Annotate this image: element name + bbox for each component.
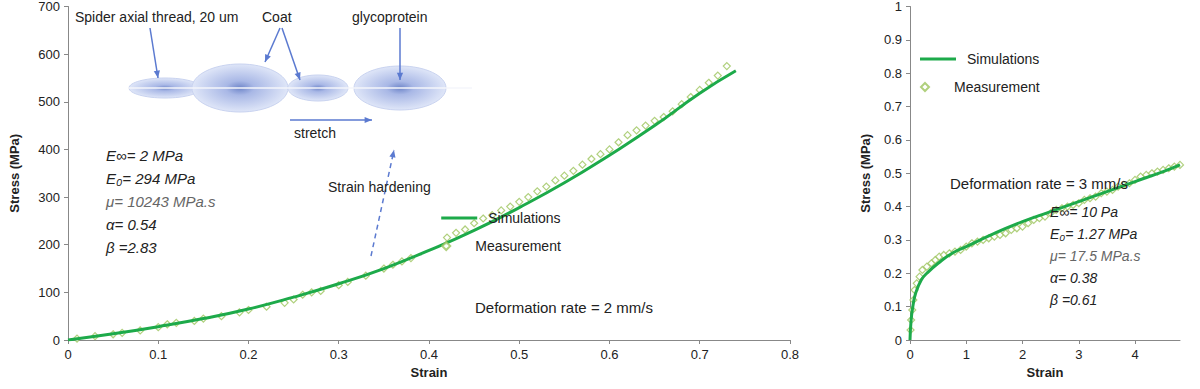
svg-text:Coat: Coat <box>262 9 292 25</box>
svg-text:Stress (MPa): Stress (MPa) <box>7 134 22 213</box>
svg-text:100: 100 <box>38 285 60 300</box>
svg-text:Simulations: Simulations <box>488 210 560 226</box>
svg-text:α= 0.38: α= 0.38 <box>1050 270 1098 286</box>
svg-text:β =2.83: β =2.83 <box>105 239 157 256</box>
svg-text:Strain: Strain <box>1027 365 1064 380</box>
svg-text:0.5: 0.5 <box>884 166 902 181</box>
svg-text:0.5: 0.5 <box>510 347 528 362</box>
svg-text:Strain: Strain <box>411 365 448 380</box>
svg-text:0: 0 <box>64 347 71 362</box>
svg-text:Measurement: Measurement <box>475 238 561 254</box>
svg-text:Measurement: Measurement <box>954 79 1040 95</box>
svg-text:4: 4 <box>1131 347 1138 362</box>
svg-text:0: 0 <box>53 333 60 348</box>
svg-text:300: 300 <box>38 190 60 205</box>
svg-text:200: 200 <box>38 237 60 252</box>
svg-text:E∞= 2 MPa: E∞= 2 MPa <box>106 147 183 164</box>
svg-text:stretch: stretch <box>294 125 336 141</box>
svg-text:0.1: 0.1 <box>884 299 902 314</box>
svg-text:3: 3 <box>1075 347 1082 362</box>
svg-text:0.8: 0.8 <box>884 66 902 81</box>
svg-text:600: 600 <box>38 47 60 62</box>
svg-text:0.1: 0.1 <box>149 347 167 362</box>
svg-text:Deformation rate = 3 mm/s: Deformation rate = 3 mm/s <box>950 175 1128 192</box>
svg-text:0.8: 0.8 <box>781 347 799 362</box>
svg-text:Spider axial thread, 20 um: Spider axial thread, 20 um <box>75 9 238 25</box>
svg-text:μ= 17.5 MPa.s: μ= 17.5 MPa.s <box>1049 248 1141 264</box>
svg-text:α= 0.54: α= 0.54 <box>106 216 157 233</box>
svg-text:glycoprotein: glycoprotein <box>352 9 428 25</box>
svg-text:400: 400 <box>38 142 60 157</box>
svg-text:Stress (MPa): Stress (MPa) <box>858 134 873 213</box>
svg-text:1: 1 <box>895 0 902 14</box>
svg-text:Simulations: Simulations <box>967 51 1039 67</box>
svg-text:0.3: 0.3 <box>330 347 348 362</box>
svg-text:0.2: 0.2 <box>884 266 902 281</box>
svg-text:0.6: 0.6 <box>884 132 902 147</box>
svg-text:0.7: 0.7 <box>691 347 709 362</box>
svg-text:2: 2 <box>1019 347 1026 362</box>
svg-text:μ= 10243 MPa.s: μ= 10243 MPa.s <box>105 193 216 210</box>
svg-text:E∞= 10 Pa: E∞= 10 Pa <box>1050 204 1118 220</box>
svg-text:0.6: 0.6 <box>600 347 618 362</box>
svg-text:0.4: 0.4 <box>884 199 902 214</box>
svg-text:0.9: 0.9 <box>884 32 902 47</box>
svg-text:0.3: 0.3 <box>884 232 902 247</box>
svg-text:0: 0 <box>906 347 913 362</box>
svg-text:β =0.61: β =0.61 <box>1049 292 1097 308</box>
svg-text:700: 700 <box>38 0 60 14</box>
svg-text:0: 0 <box>895 333 902 348</box>
svg-text:Strain hardening: Strain hardening <box>328 179 431 195</box>
svg-text:E₀= 294 MPa: E₀= 294 MPa <box>106 170 195 187</box>
svg-text:0.4: 0.4 <box>420 347 438 362</box>
svg-text:E₀= 1.27 MPa: E₀= 1.27 MPa <box>1050 226 1137 242</box>
svg-text:0.7: 0.7 <box>884 99 902 114</box>
svg-text:500: 500 <box>38 94 60 109</box>
svg-text:0.2: 0.2 <box>239 347 257 362</box>
svg-text:1: 1 <box>963 347 970 362</box>
svg-text:Deformation rate = 2 mm/s: Deformation rate = 2 mm/s <box>475 299 653 316</box>
